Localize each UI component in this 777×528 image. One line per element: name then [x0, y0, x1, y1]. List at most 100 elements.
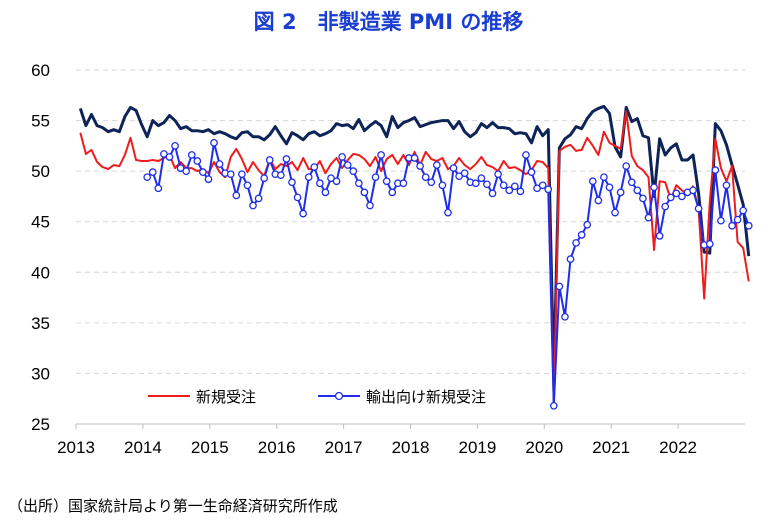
data-point: [449, 164, 458, 172]
data-point: [544, 185, 553, 194]
x-tick-label: 2015: [191, 438, 229, 457]
series-line-1: [79, 110, 750, 407]
data-point: [148, 168, 157, 177]
data-point: [254, 194, 263, 203]
data-point: [633, 186, 642, 195]
data-point: [176, 164, 185, 172]
data-point: [182, 167, 191, 175]
data-point: [494, 170, 502, 179]
data-point: [516, 187, 525, 196]
source-note: （出所）国家統計局より第一生命経済研究所作成: [8, 497, 338, 515]
data-point: [594, 196, 603, 205]
data-point: [388, 188, 397, 197]
data-point: [672, 189, 681, 198]
data-point: [321, 188, 330, 197]
data-point: [293, 193, 302, 202]
data-point: [444, 208, 452, 217]
data-point: [238, 170, 246, 179]
data-point: [538, 181, 547, 190]
data-point: [577, 231, 586, 239]
data-point: [160, 150, 168, 158]
data-point: [555, 282, 564, 291]
data-point: [533, 184, 541, 193]
y-tick-label: 45: [31, 213, 50, 232]
data-point: [666, 193, 675, 202]
legend-marker: [334, 391, 344, 401]
data-point: [744, 221, 753, 230]
data-point: [460, 169, 469, 178]
x-tick-label: 2018: [392, 438, 430, 457]
data-point: [377, 151, 385, 159]
data-point: [288, 178, 296, 187]
data-point: [193, 157, 202, 165]
data-point: [165, 153, 174, 161]
data-point: [728, 221, 736, 230]
y-tick-label: 30: [31, 364, 50, 383]
data-point: [611, 208, 619, 217]
data-point: [733, 215, 742, 224]
data-point: [627, 178, 636, 187]
x-tick-label: 2019: [458, 438, 496, 457]
data-point: [210, 138, 218, 147]
data-point: [343, 161, 352, 169]
data-point: [243, 181, 252, 190]
data-point: [694, 204, 703, 213]
data-point: [650, 183, 658, 192]
legend-label: 輸出向け新規受注: [366, 388, 486, 406]
data-point: [226, 170, 235, 179]
data-point: [678, 192, 686, 201]
x-tick-label: 2020: [525, 438, 563, 457]
data-point: [332, 177, 341, 186]
x-tick-label: 2017: [325, 438, 363, 457]
y-tick-label: 50: [31, 162, 50, 181]
y-tick-label: 35: [31, 314, 50, 333]
data-point: [154, 184, 163, 193]
data-point: [622, 162, 631, 170]
x-tick-label: 2014: [124, 438, 162, 457]
data-point: [477, 174, 486, 183]
data-point: [416, 162, 424, 170]
data-point: [639, 194, 647, 203]
data-point: [327, 174, 335, 183]
y-tick-label: 25: [31, 415, 50, 434]
data-point: [438, 181, 447, 190]
data-point: [421, 173, 430, 182]
data-point: [549, 401, 558, 410]
y-tick-label: 60: [31, 61, 50, 80]
data-point: [505, 186, 514, 195]
data-point: [499, 181, 508, 190]
data-point: [583, 220, 592, 229]
series-line-2: [146, 141, 750, 407]
data-point: [510, 182, 519, 191]
data-point: [689, 186, 697, 195]
data-point: [215, 160, 224, 168]
data-point: [455, 172, 463, 181]
data-point: [382, 177, 391, 186]
data-point: [588, 177, 597, 186]
data-point: [349, 167, 358, 175]
data-point: [310, 163, 319, 171]
data-point: [739, 206, 748, 215]
data-point: [187, 151, 196, 159]
data-point: [471, 179, 480, 188]
data-point: [204, 175, 213, 184]
data-point: [616, 188, 625, 197]
data-point: [644, 213, 653, 222]
data-point: [354, 179, 363, 188]
data-point: [483, 180, 491, 189]
data-point: [249, 201, 257, 210]
data-point: [410, 154, 419, 162]
data-point: [366, 201, 374, 210]
data-point: [655, 232, 664, 240]
data-point: [143, 173, 152, 182]
data-point: [399, 179, 408, 188]
data-point: [522, 151, 530, 159]
data-point: [265, 156, 274, 164]
data-point: [277, 171, 285, 180]
x-tick-label: 2016: [258, 438, 296, 457]
data-point: [316, 179, 324, 188]
data-point: [705, 240, 714, 248]
data-point: [260, 174, 269, 183]
data-point: [432, 161, 441, 169]
